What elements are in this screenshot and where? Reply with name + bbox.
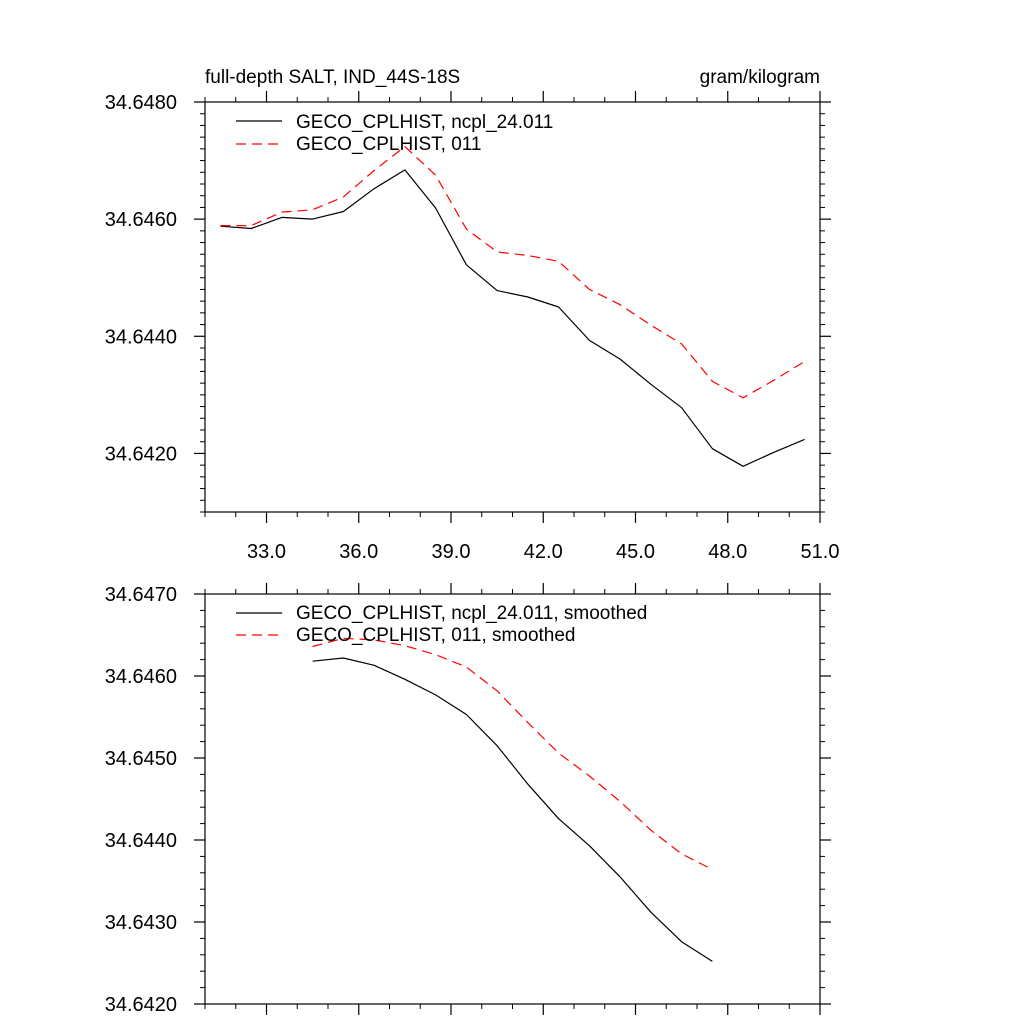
y-tick-label: 34.6480 xyxy=(105,92,177,114)
y-tick-label: 34.6450 xyxy=(105,748,177,770)
y-tick-labels-top: 34.6420 34.6440 34.6460 34.6480 xyxy=(105,92,177,465)
chart-title: full-depth SALT, IND_44S-18S xyxy=(205,67,460,88)
x-tick-labels-top: 33.0 36.0 39.0 42.0 45.0 48.0 51.0 xyxy=(247,541,839,563)
legend-label-series-1: GECO_CPLHIST, ncpl_24.011 xyxy=(296,112,553,133)
legend-label-series-2: GECO_CPLHIST, 011 xyxy=(296,134,482,155)
y-tick-label: 34.6460 xyxy=(105,209,177,231)
x-tick-label: 51.0 xyxy=(801,541,840,563)
series-line-dashed xyxy=(312,637,713,871)
plot-frame-bottom xyxy=(204,593,821,1005)
y-tick-label: 34.6430 xyxy=(105,912,177,934)
y-tick-labels-bottom: 34.6420 34.6430 34.6440 34.6450 34.6460 34.64… xyxy=(105,584,177,1016)
legend-label-series-2: GECO_CPLHIST, 011, smoothed xyxy=(296,625,576,646)
series-line-solid xyxy=(312,657,713,962)
x-tick-label: 42.0 xyxy=(524,541,563,563)
y-tick-label: 34.6420 xyxy=(105,443,177,465)
axis-ticks-bottom xyxy=(194,583,831,1015)
x-tick-label: 33.0 xyxy=(247,541,286,563)
legend-bottom: GECO_CPLHIST, ncpl_24.011, smoothed GECO… xyxy=(236,603,647,646)
legend-label-series-1: GECO_CPLHIST, ncpl_24.011, smoothed xyxy=(296,603,647,624)
series-line-dashed xyxy=(220,145,805,399)
axis-ticks-top xyxy=(194,91,831,523)
x-tick-label: 39.0 xyxy=(432,541,471,563)
x-tick-label: 45.0 xyxy=(616,541,655,563)
series-line-solid xyxy=(220,169,805,467)
series-lines-bottom xyxy=(312,637,713,962)
plot-frame-top xyxy=(204,101,821,513)
y-tick-label: 34.6470 xyxy=(105,584,177,606)
bottom-panel: 34.6420 34.6430 34.6440 34.6450 34.6460 34.64… xyxy=(105,583,831,1016)
x-tick-label: 36.0 xyxy=(339,541,378,563)
y-tick-label: 34.6440 xyxy=(105,830,177,852)
top-panel: full-depth SALT, IND_44S-18S gram/kilogr… xyxy=(105,67,840,563)
y-tick-label: 34.6460 xyxy=(105,666,177,688)
units-label: gram/kilogram xyxy=(700,67,820,88)
y-tick-label: 34.6420 xyxy=(105,994,177,1016)
series-lines-top xyxy=(220,145,805,467)
legend-top: GECO_CPLHIST, ncpl_24.011 GECO_CPLHIST, … xyxy=(236,112,553,155)
y-tick-label: 34.6440 xyxy=(105,326,177,348)
x-tick-label: 48.0 xyxy=(708,541,747,563)
